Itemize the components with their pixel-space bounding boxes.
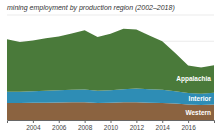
tick-mark bbox=[85, 120, 86, 123]
tick: 2014 bbox=[156, 120, 171, 131]
tick-label: 2012 bbox=[130, 124, 145, 131]
x-axis: 2004 2006 2008 2010 2012 2014 2016 bbox=[8, 120, 215, 131]
tick-label: 2008 bbox=[78, 124, 93, 131]
tick: 2008 bbox=[78, 120, 93, 131]
areas bbox=[7, 29, 214, 120]
tick: 2010 bbox=[104, 120, 119, 131]
tick-mark bbox=[59, 120, 60, 123]
tick: 2006 bbox=[52, 120, 67, 131]
chart: 2004 2006 2008 2010 2012 2014 2016 Western Inter… bbox=[0, 0, 221, 134]
labels: Western Interior Appalachia bbox=[176, 75, 211, 115]
plot: 2004 2006 2008 2010 2012 2014 2016 Western Inter… bbox=[7, 15, 215, 131]
tick-mark bbox=[111, 120, 112, 123]
tick-mark bbox=[33, 120, 34, 123]
tick-label: 2006 bbox=[52, 124, 67, 131]
area bbox=[7, 29, 214, 94]
tick: 2012 bbox=[130, 120, 145, 131]
title: mining employment by production region (… bbox=[7, 4, 175, 12]
series-label: Appalachia bbox=[176, 75, 211, 83]
series-label: Western bbox=[185, 109, 211, 116]
tick: 2016 bbox=[181, 120, 196, 131]
grid-line bbox=[7, 15, 214, 16]
series-label: Interior bbox=[189, 95, 212, 102]
tick: 2004 bbox=[26, 120, 41, 131]
tick-label: 2016 bbox=[181, 124, 196, 131]
tick-label: 2004 bbox=[26, 124, 41, 131]
tick-mark bbox=[136, 120, 137, 123]
area bbox=[7, 102, 214, 120]
tick-label: 2010 bbox=[104, 124, 119, 131]
tick-mark bbox=[162, 120, 163, 123]
grid bbox=[7, 15, 214, 94]
tick-mark bbox=[188, 120, 189, 123]
tick-label: 2014 bbox=[156, 124, 171, 131]
